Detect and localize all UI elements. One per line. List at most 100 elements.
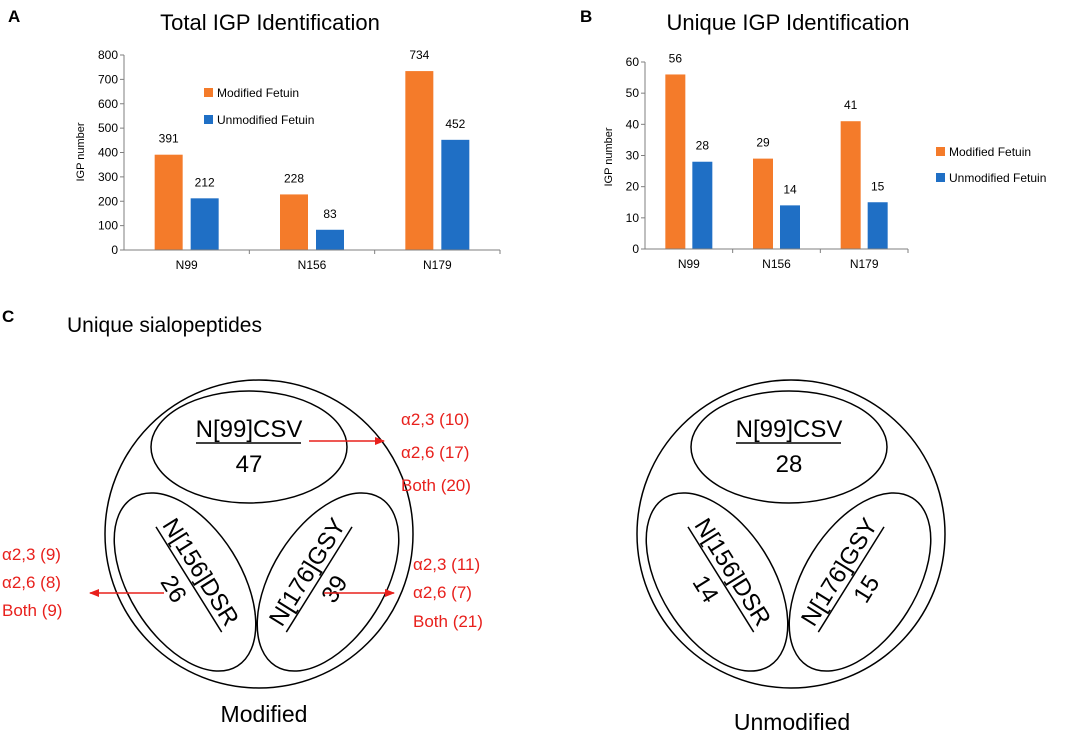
chart-b-bars: 56 28 29 14 41 15 — [665, 51, 888, 249]
chart-b-y-tick-label: 10 — [626, 211, 640, 225]
chart-b-data-label: 56 — [669, 51, 683, 65]
modified-outer-circle — [104, 379, 414, 689]
chart-b-data-label: 29 — [756, 136, 770, 150]
panel-b-label: B — [580, 7, 592, 26]
chart-a-y-tick-label: 800 — [98, 48, 118, 62]
chart-a-x-tick-label: N156 — [298, 258, 327, 272]
chart-a-y-tick-label: 700 — [98, 72, 118, 86]
annotation-line: α2,6 (8) — [2, 573, 61, 592]
annotation-line: Both (9) — [2, 601, 62, 620]
chart-b-bar-n99-unmodified — [692, 161, 713, 249]
annotation-line: α2,3 (10) — [401, 410, 469, 429]
unmodified-left-label-group: N[156]DSR 14 — [687, 514, 776, 633]
modified-caption: Modified — [221, 701, 308, 727]
unmodified-outer-circle — [636, 379, 946, 689]
panel-c: C Unique sialopeptides N[99]CSV 47 N[156… — [2, 307, 946, 735]
annotation-line: α2,3 (9) — [2, 545, 61, 564]
chart-b-y-tick-label: 40 — [626, 117, 640, 131]
panel-c-title: Unique sialopeptides — [67, 314, 262, 337]
unmodified-left-ellipse — [645, 492, 789, 672]
chart-a-bar-n156-modified — [280, 194, 308, 250]
chart-b-legend-modified-swatch — [936, 147, 945, 156]
chart-a-bar-n99-unmodified — [190, 198, 219, 250]
chart-a-y-tick-label: 0 — [111, 243, 118, 257]
panel-c-label: C — [2, 307, 14, 326]
chart-b-x-labels: N99 N156 N179 — [678, 249, 909, 271]
chart-a-x-tick-label: N179 — [423, 258, 452, 272]
chart-a-data-label: 83 — [323, 207, 337, 221]
modified-diagram: N[99]CSV 47 N[156]DSR 26 N[176]GSY 39 α2… — [2, 379, 483, 727]
modified-right-ellipse — [256, 492, 400, 672]
unmodified-right-peptide: N[176]GSY — [796, 514, 883, 631]
modified-left-annotations: α2,3 (9) α2,6 (8) Both (9) — [2, 545, 62, 620]
chart-b-legend-modified-label: Modified Fetuin — [949, 145, 1031, 159]
unmodified-caption: Unmodified — [734, 709, 850, 735]
unmodified-diagram: N[99]CSV 28 N[156]DSR 14 N[176]GSY 15 Un… — [636, 379, 946, 735]
modified-right-annotations: α2,3 (11) α2,6 (7) Both (21) — [413, 555, 483, 631]
chart-b-bar-n179-unmodified — [867, 202, 888, 249]
chart-a-y-tick-label: 100 — [98, 219, 118, 233]
chart-b-legend-unmodified-label: Unmodified Fetuin — [949, 171, 1046, 185]
chart-b-y-ticks: 0 10 20 30 40 50 60 — [626, 55, 645, 256]
chart-a-y-ticks: 0 100 200 300 400 500 600 700 800 — [98, 48, 124, 257]
chart-a-y-tick-label: 200 — [98, 194, 118, 208]
chart-a-bar-n156-unmodified — [316, 229, 344, 250]
annotation-line: α2,3 (11) — [413, 555, 480, 574]
chart-a-data-label: 734 — [409, 48, 429, 62]
chart-a-legend-modified-label: Modified Fetuin — [217, 86, 299, 100]
chart-a-bar-n99-modified — [154, 154, 183, 250]
chart-a-ylabel: IGP number — [75, 122, 87, 181]
unmodified-top-ellipse — [690, 390, 888, 504]
chart-b-x-tick-label: N179 — [850, 257, 879, 271]
chart-a-data-label: 452 — [445, 117, 465, 131]
annotation-line: α2,6 (7) — [413, 583, 472, 602]
chart-b-legend: Modified Fetuin Unmodified Fetuin — [936, 145, 1046, 185]
modified-left-ellipse — [113, 492, 257, 672]
chart-a-legend: Modified Fetuin Unmodified Fetuin — [204, 86, 314, 127]
unmodified-right-divider — [817, 526, 885, 633]
chart-b-data-label: 14 — [783, 182, 797, 196]
annotation-line: α2,6 (17) — [401, 443, 469, 462]
chart-b-y-tick-label: 0 — [632, 242, 639, 256]
chart-a-legend-modified-swatch — [204, 88, 213, 97]
panel-b: B Unique IGP Identification IGP number 0… — [580, 7, 1046, 271]
unmodified-top-peptide: N[99]CSV — [736, 416, 843, 443]
unmodified-top-count: 28 — [776, 451, 803, 478]
chart-b-legend-unmodified-swatch — [936, 173, 945, 182]
modified-top-ellipse — [150, 390, 348, 504]
chart-a-legend-unmodified-label: Unmodified Fetuin — [217, 113, 314, 127]
chart-a-bar-n179-modified — [405, 71, 434, 251]
panel-a: A Total IGP Identification IGP number 0 1… — [8, 7, 501, 272]
chart-b-bar-n156-modified — [753, 158, 773, 249]
chart-b-bar-n156-unmodified — [780, 205, 800, 249]
chart-a-data-label: 212 — [195, 175, 215, 189]
chart-b-y-tick-label: 30 — [626, 149, 640, 163]
chart-b-title: Unique IGP Identification — [667, 10, 910, 35]
modified-top-annotations: α2,3 (10) α2,6 (17) Both (20) — [401, 410, 471, 495]
annotation-line: Both (21) — [413, 612, 483, 631]
modified-top-count: 47 — [236, 451, 263, 478]
chart-b-x-tick-label: N99 — [678, 257, 700, 271]
chart-b-y-tick-label: 50 — [626, 86, 640, 100]
chart-b-bar-n99-modified — [665, 74, 686, 249]
annotation-line: Both (20) — [401, 476, 471, 495]
chart-b-x-tick-label: N156 — [762, 257, 791, 271]
modified-left-label-group: N[156]DSR 26 — [155, 514, 244, 633]
unmodified-right-ellipse — [788, 492, 932, 672]
chart-a-bars: 391 212 228 83 734 452 — [154, 48, 470, 251]
chart-b-data-label: 41 — [844, 98, 858, 112]
chart-a-bar-n179-unmodified — [441, 139, 470, 250]
chart-a-y-tick-label: 600 — [98, 97, 118, 111]
modified-left-divider — [155, 526, 223, 633]
chart-b-ylabel: IGP number — [603, 127, 615, 186]
chart-a-legend-unmodified-swatch — [204, 115, 213, 124]
chart-a-x-labels: N99 N156 N179 — [176, 250, 501, 272]
chart-b-bar-n179-modified — [840, 121, 861, 249]
modified-top-peptide: N[99]CSV — [196, 416, 303, 443]
chart-b-y-tick-label: 60 — [626, 55, 640, 69]
modified-right-peptide: N[176]GSY — [264, 514, 351, 631]
modified-left-peptide: N[156]DSR — [157, 514, 244, 631]
unmodified-left-peptide: N[156]DSR — [689, 514, 776, 631]
chart-a-y-tick-label: 400 — [98, 146, 118, 160]
